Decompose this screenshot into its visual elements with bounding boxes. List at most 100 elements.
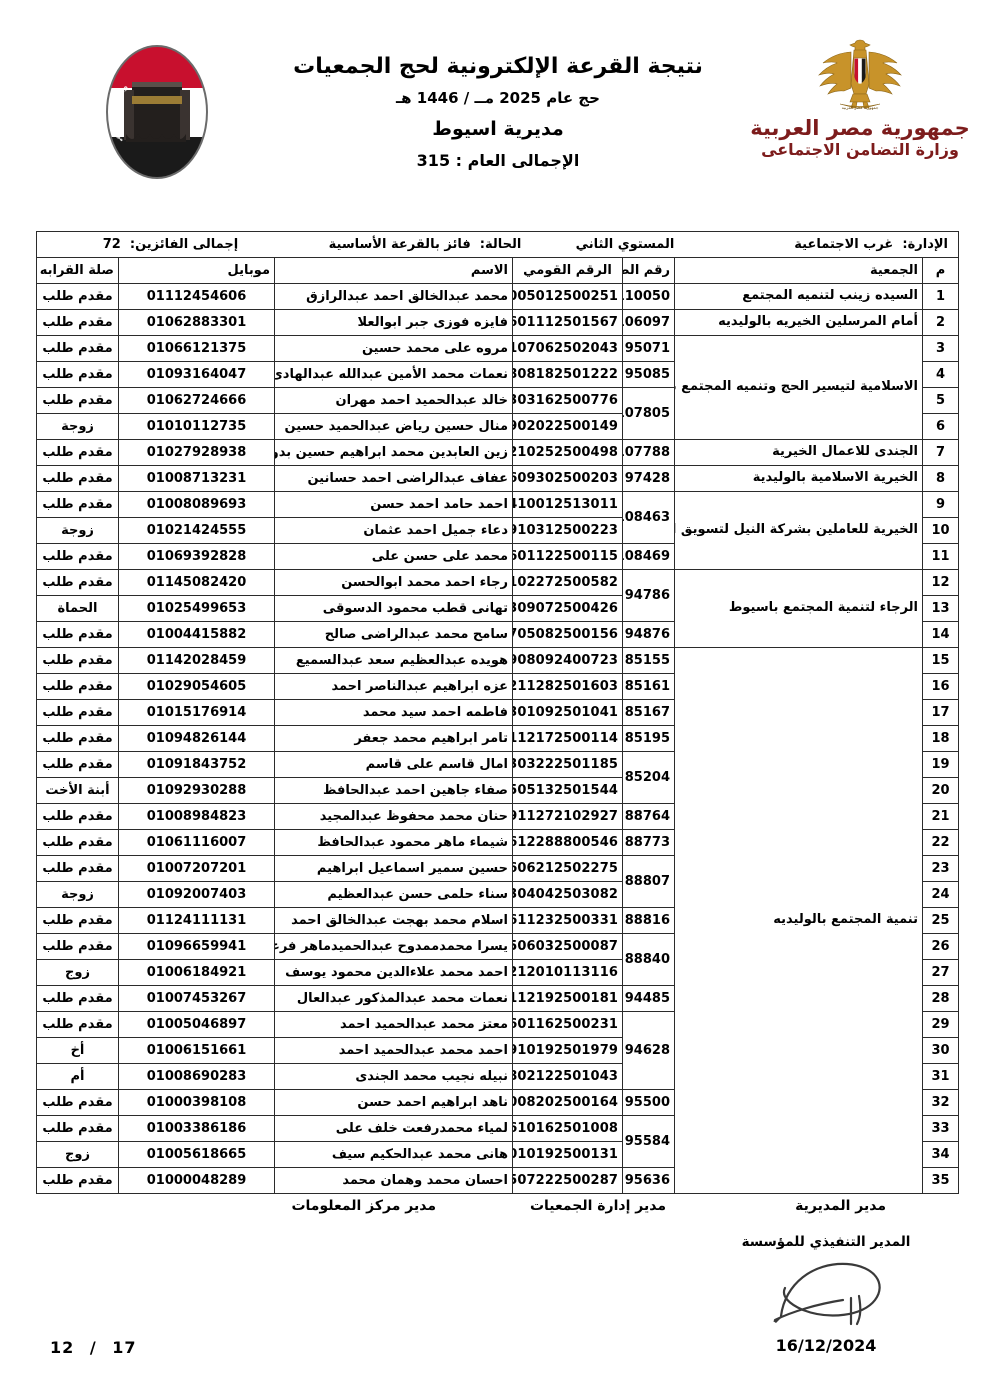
cell-relation: أبنة الأخت (35, 777, 120, 804)
cell-relation: مقدم طلب (35, 751, 120, 778)
cell-request-no: 95500 (622, 1089, 675, 1116)
cell-idx: 23 (922, 855, 959, 882)
cell-name: صفاء جاهين احمد عبدالحافظ (274, 777, 513, 804)
cell-idx: 7 (922, 439, 959, 466)
cell-relation: مقدم طلب (35, 673, 120, 700)
cell-request-no: 107805 (622, 387, 675, 440)
cell-idx: 10 (922, 517, 959, 544)
cell-name: هويده عبدالعظيم سعد عبدالسميع (274, 647, 513, 674)
cell-name: نبيله نجيب محمد الجندى (274, 1063, 513, 1090)
table-row: 35 9563626507222500287احسان محمد وهمان مح… (35, 1167, 959, 1194)
cell-association: تنمية المجتمع بالوليديه (674, 647, 923, 1194)
col-header-association: الجمعية (674, 257, 923, 284)
sig-directorate-manager: مدير المديرية (795, 1198, 886, 1214)
cell-national-id: 28612288800546 (512, 829, 623, 856)
table-row: 22 8877328612288800546شيماء ماهر محمود عب… (35, 829, 959, 856)
cell-name: محمد على حسن على (274, 543, 513, 570)
cell-idx: 5 (922, 387, 959, 414)
info-level: المستوي الثاني (575, 237, 675, 252)
cell-mobile: 01021424555 (118, 517, 275, 544)
egypt-eagle-emblem: جمهورية مصر العربية جمهورية مصر العربية … (750, 36, 970, 191)
cell-request-no: 95584 (622, 1115, 675, 1168)
cell-request-no: 94628 (622, 1011, 675, 1090)
cell-name: سامح محمد عبدالراضى صالح (274, 621, 513, 648)
cell-relation: مقدم طلب (35, 699, 120, 726)
cell-relation: مقدم طلب (35, 1167, 120, 1194)
cell-relation: مقدم طلب (35, 283, 120, 310)
cell-request-no: 88773 (622, 829, 675, 856)
table-row: 14 9487626705082500156سامح محمد عبدالراضى… (35, 621, 959, 648)
cell-national-id: 25908092400723 (512, 647, 623, 674)
kaaba-hajj-emblem-icon: وزارة التضامن مؤسسة حج الجمعيات (96, 38, 218, 186)
sig-information-center-manager: مدير مركز المعلومات (291, 1198, 436, 1214)
table-row: 19 8520427303222501185امال قاسم على قاسم0… (35, 751, 959, 804)
cell-mobile: 01000048289 (118, 1167, 275, 1194)
cell-national-id: 28911272102927 (512, 803, 623, 830)
table-row: 4 9508525808182501222نعمات محمد الأمين عب… (35, 361, 959, 388)
cell-national-id: 24802122501043 (512, 1063, 623, 1090)
cell-relation: مقدم طلب (35, 1011, 120, 1038)
cell-idx: 18 (922, 725, 959, 752)
cell-name: تهانى قطب محمود الدسوقى (274, 595, 513, 622)
cell-name: محمد عبدالخالق احمد عبدالرازق (274, 283, 513, 310)
cell-idx: 12 (922, 569, 959, 596)
table-row: 27 28212010113116احمد محمد علاءالدين محمو… (35, 959, 959, 986)
col-header-mobile: موبايل (118, 257, 275, 284)
cell-idx: 16 (922, 673, 959, 700)
cell-national-id: 27601162500231 (512, 1011, 623, 1038)
cell-name: خالد عبدالحميد احمد مهران (274, 387, 513, 414)
cell-relation: زوجة (35, 413, 120, 440)
table-row: 31 24802122501043نبيله نجيب محمد الجندى01… (35, 1063, 959, 1090)
cell-mobile: 01142028459 (118, 647, 275, 674)
cell-association: أمام المرسلين الخيريه بالوليديه (674, 309, 923, 336)
cell-idx: 22 (922, 829, 959, 856)
cell-name: احمد محمد عبدالحميد احمد (274, 1037, 513, 1064)
table-row: 10 28910312500223دعاء جميل احمد عثمان0102… (35, 517, 959, 544)
cell-mobile: 01066121375 (118, 335, 275, 362)
executive-director-block: المدير التنفيذي للمؤسسة 16/12/2024 (696, 1234, 956, 1355)
table-info-bar: الإدارة: غرب الاجتماعية المستوي الثاني الح… (35, 231, 960, 258)
document-date: 16/12/2024 (775, 1336, 877, 1355)
cell-name: نعمات محمد الأمين عبدالله عبدالهادى (274, 361, 513, 388)
cell-national-id: 26303162500776 (512, 387, 623, 414)
cell-relation: مقدم طلب (35, 491, 120, 518)
cell-mobile: 01062724666 (118, 387, 275, 414)
winners-table-container: الإدارة: غرب الاجتماعية المستوي الثاني الح… (35, 231, 960, 1194)
cell-name: اسلام محمد بهجت عبدالخالق احمد (274, 907, 513, 934)
cell-mobile: 01008089693 (118, 491, 275, 518)
cell-relation: زوج (35, 959, 120, 986)
cell-mobile: 01005046897 (118, 1011, 275, 1038)
signature-row: مدير مركز المعلومات مدير إدارة الجمعيات … (0, 1198, 996, 1222)
cell-national-id: 26301092501041 (512, 699, 623, 726)
table-row: 25 8881628611232500331اسلام محمد بهجت عبد… (35, 907, 959, 934)
winners-table: الإدارة: غرب الاجتماعية المستوي الثاني الح… (35, 231, 960, 1194)
cell-mobile: 01008713231 (118, 465, 275, 492)
cell-national-id: 28410012513011 (512, 491, 623, 518)
cell-request-no: 108463 (622, 491, 675, 544)
cell-request-no: 110050 (622, 283, 675, 310)
cell-name: هانى محمد عبدالحكيم سيف (274, 1141, 513, 1168)
cell-national-id: 28910312500223 (512, 517, 623, 544)
cell-mobile: 01092007403 (118, 881, 275, 908)
document-footer: مدير مركز المعلومات مدير إدارة الجمعيات … (0, 1198, 996, 1398)
info-state: الحالة: فائز بالقرعة الأساسية (328, 237, 522, 252)
cell-request-no: 106097 (622, 309, 675, 336)
cell-national-id: 28601112501567 (512, 309, 623, 336)
cell-name: نعمات محمد عبدالمذكور عبدالعال (274, 985, 513, 1012)
table-row: 17 8516726301092501041فاطمه احمد سيد محمد… (35, 699, 959, 726)
cell-national-id: 27601122500115 (512, 543, 623, 570)
cell-national-id: 27010192500131 (512, 1141, 623, 1168)
table-row: 5 10780526303162500776خالد عبدالحميد احمد… (35, 387, 959, 440)
cell-relation: مقدم طلب (35, 1115, 120, 1142)
table-row: 18 8519524112172500114تامر ابراهيم محمد ج… (35, 725, 959, 752)
cell-mobile: 01008984823 (118, 803, 275, 830)
cell-national-id: 26902022500149 (512, 413, 623, 440)
cell-mobile: 01093164047 (118, 361, 275, 388)
cell-request-no: 85195 (622, 725, 675, 752)
cell-request-no: 94485 (622, 985, 675, 1012)
cell-relation: مقدم طلب (35, 569, 120, 596)
cell-idx: 13 (922, 595, 959, 622)
cell-name: فاطمه احمد سيد محمد (274, 699, 513, 726)
cell-name: رجاء احمد محمد ابوالحسن (274, 569, 513, 596)
